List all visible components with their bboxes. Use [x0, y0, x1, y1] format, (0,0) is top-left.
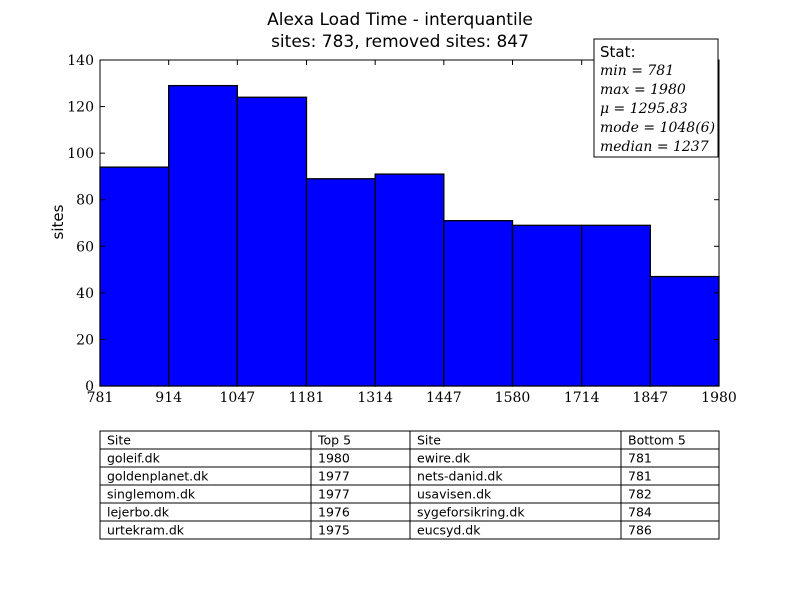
table-cell: 781: [628, 451, 652, 466]
table-cell: 781: [628, 469, 652, 484]
stats-line: mode = 1048(6): [600, 120, 715, 136]
stats-legend-box: Stat: min = 781 max = 1980 μ = 1295.83 mode …: [593, 38, 719, 158]
y-tick-label: 60: [76, 239, 94, 255]
stats-heading: Stat:: [600, 43, 636, 61]
stats-box-frame: [593, 38, 719, 158]
x-tick-label: 1181: [289, 390, 325, 406]
y-tick-label: 100: [67, 146, 94, 162]
table-cell: eucsyd.dk: [417, 523, 481, 538]
table-header-cell: Bottom 5: [628, 433, 686, 448]
y-tick-label: 80: [76, 193, 94, 209]
table-header-cell: Site: [417, 433, 441, 448]
x-tick-label: 1580: [495, 390, 531, 406]
histogram-bar: [511, 224, 583, 387]
chart-title: Alexa Load Time - interquantile: [267, 10, 533, 30]
x-tick-label: 1314: [357, 390, 393, 406]
table-cell: 782: [628, 487, 652, 502]
histogram-bar: [374, 173, 445, 387]
histogram-bar: [305, 178, 376, 387]
top-bottom-sites-table: Site Top 5 Site Bottom 5 goleif.dk 1980 ewire.…: [99, 430, 720, 540]
plot-frame: [99, 59, 720, 387]
histogram-bar: [649, 275, 720, 387]
table-cell: goleif.dk: [107, 451, 161, 466]
x-tick-label: 1714: [564, 390, 600, 406]
stats-line: μ = 1295.83: [600, 101, 688, 117]
table-cell: 1977: [318, 487, 350, 502]
table-cell: 1975: [318, 523, 350, 538]
table-cell: 786: [628, 523, 652, 538]
histogram-bar: [581, 224, 651, 387]
table-cell: 784: [628, 505, 652, 520]
y-tick-label: 120: [67, 100, 94, 116]
x-tick-label: 1047: [220, 390, 256, 406]
chart-subtitle: sites: 783, removed sites: 847: [271, 32, 529, 52]
y-axis-label: sites: [49, 204, 67, 239]
table-header-cell: Site: [107, 433, 131, 448]
x-tick-label: 1980: [701, 390, 737, 406]
x-tick-label: 1447: [426, 390, 462, 406]
histogram-bar: [443, 220, 514, 387]
x-tick-label: 1847: [633, 390, 669, 406]
table-cell: singlemom.dk: [107, 487, 196, 502]
plot-area: 781 914 1047 1181 1314 1447 1580 1714 1847 1980 0 2…: [67, 53, 737, 406]
table-header-cell: Top 5: [317, 433, 351, 448]
table-cell: 1977: [318, 469, 350, 484]
y-tick-label: 20: [76, 332, 94, 348]
table-cell: nets-danid.dk: [417, 469, 503, 484]
table-cell: 1976: [318, 505, 350, 520]
x-tick-label: 781: [87, 390, 114, 406]
stats-line: max = 1980: [600, 82, 686, 98]
table-cell: usavisen.dk: [417, 487, 492, 502]
table-cell: urtekram.dk: [107, 523, 185, 538]
histogram-bar: [236, 96, 308, 387]
histogram-bar: [168, 84, 238, 387]
table-cell: goldenplanet.dk: [107, 469, 209, 484]
y-tick-label: 140: [67, 53, 94, 69]
y-tick-label: 0: [85, 379, 94, 395]
x-tick-label: 914: [155, 390, 182, 406]
y-tick-label: 40: [76, 286, 94, 302]
table-cell: ewire.dk: [417, 451, 471, 466]
histogram-bar: [99, 166, 170, 387]
stats-line: min = 781: [600, 63, 674, 79]
stats-line: median = 1237: [600, 139, 709, 155]
table-cell: lejerbo.dk: [107, 505, 170, 520]
table-cell: 1980: [318, 451, 350, 466]
table-cell: sygeforsikring.dk: [417, 505, 525, 520]
